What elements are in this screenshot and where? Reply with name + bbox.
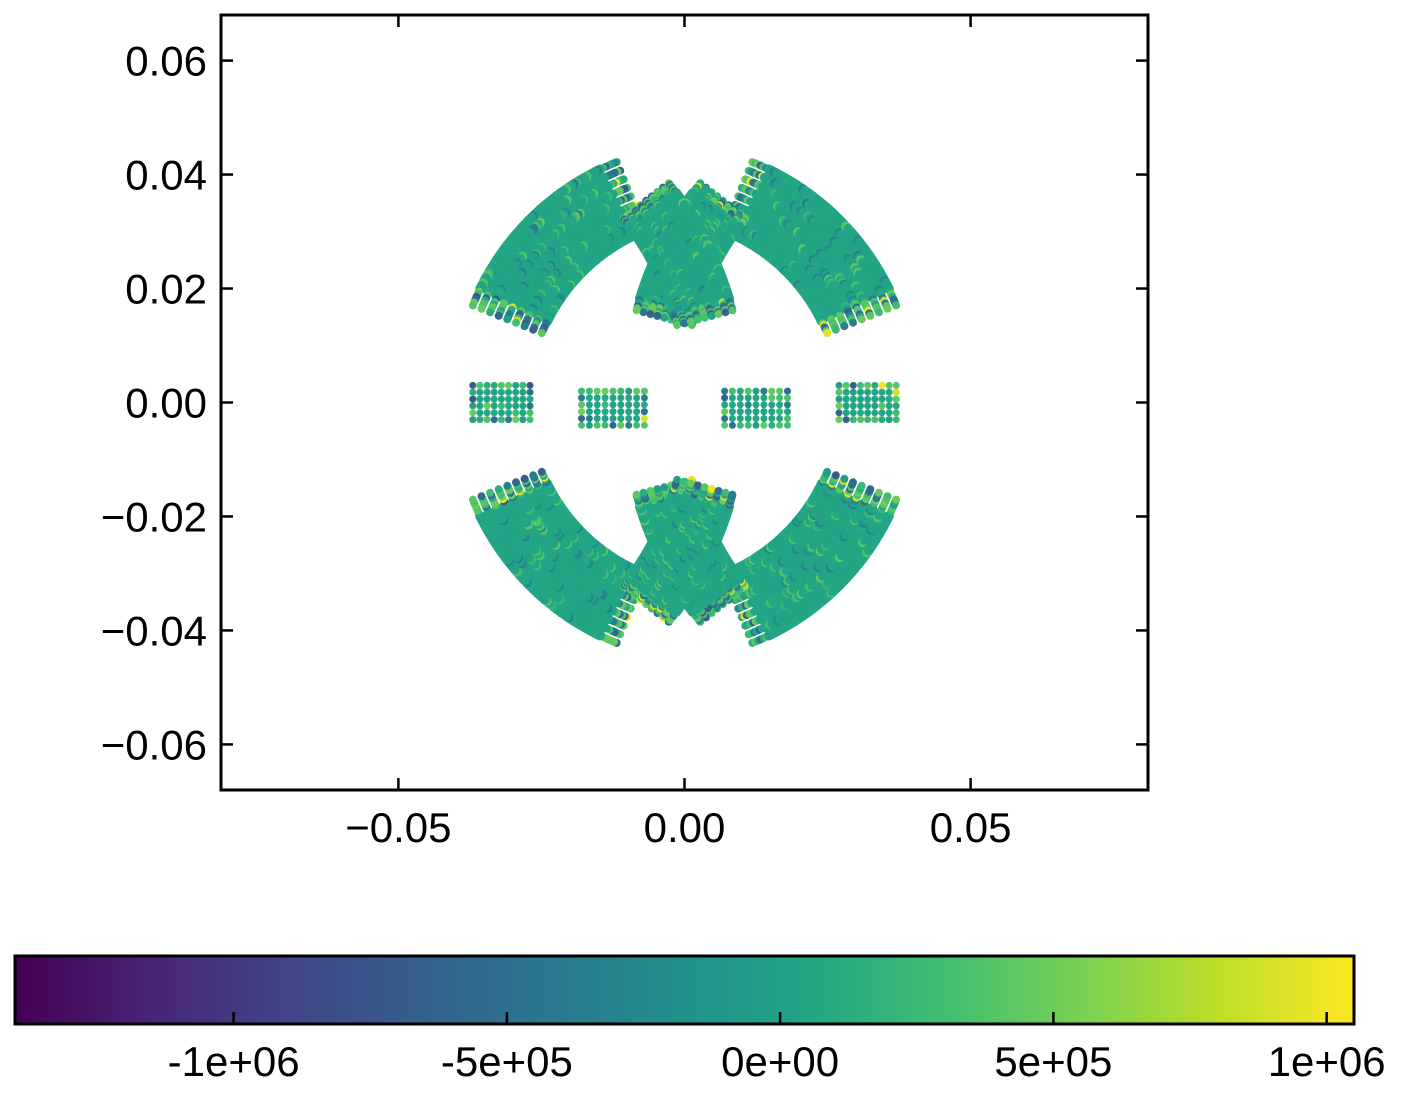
scatter-point-outer-arc <box>494 311 503 320</box>
scatter-point-outer-arc <box>468 301 477 310</box>
scatter-point-inner-arc <box>632 306 641 315</box>
scatter-point-outer-arc <box>892 495 901 504</box>
scatter-point-outer-arc <box>503 315 512 324</box>
scatter-point-outer-arc <box>486 308 495 317</box>
scatter-point-outer-arc <box>494 485 503 494</box>
scatter-point-outer-arc <box>883 492 892 501</box>
scatter-point-outer-arc <box>520 322 529 331</box>
scatter-points <box>468 158 901 647</box>
scatter-point-outer-arc <box>857 481 866 490</box>
scatter-point-outer-arc <box>866 311 875 320</box>
scatter-point-outer-arc <box>823 329 832 338</box>
scatter-point-outer-arc <box>520 474 529 483</box>
scatter-point-outer-arc <box>503 481 512 490</box>
scatter-point-outer-arc <box>840 474 849 483</box>
scatter-point-outer-arc <box>892 301 901 310</box>
scatter-point-outer-arc <box>849 318 857 327</box>
scatter-point-outer-arc <box>537 329 546 338</box>
scatter-point-outer-arc <box>831 325 840 334</box>
scatter-point-outer-arc <box>477 304 486 313</box>
scatter-point-outer-arc <box>537 467 546 476</box>
scatter-point-inner-arc <box>632 490 641 499</box>
scatter-point-outer-arc <box>874 308 883 317</box>
scatter-point-outer-arc <box>512 478 520 487</box>
scatter-point-outer-arc <box>866 485 875 494</box>
scatter-point-outer-arc <box>883 304 892 313</box>
scatter-point-outer-arc <box>840 322 849 331</box>
scatter-point-outer-arc <box>512 318 520 327</box>
scatter-point-outer-arc <box>529 325 538 334</box>
scatter-point-outer-arc <box>486 488 495 497</box>
scatter-point-outer-arc <box>874 488 883 497</box>
scatter-point-outer-arc <box>857 315 866 324</box>
scatter-point-outer-arc <box>477 492 486 501</box>
scatter-point-outer-arc <box>849 478 857 487</box>
scatter-point-inner-arc <box>728 306 737 315</box>
scatter-point-outer-arc <box>831 471 840 480</box>
scatter-point-outer-arc <box>468 495 477 504</box>
scatter-point-outer-arc <box>823 467 832 476</box>
scatter-point-outer-arc <box>529 471 538 480</box>
